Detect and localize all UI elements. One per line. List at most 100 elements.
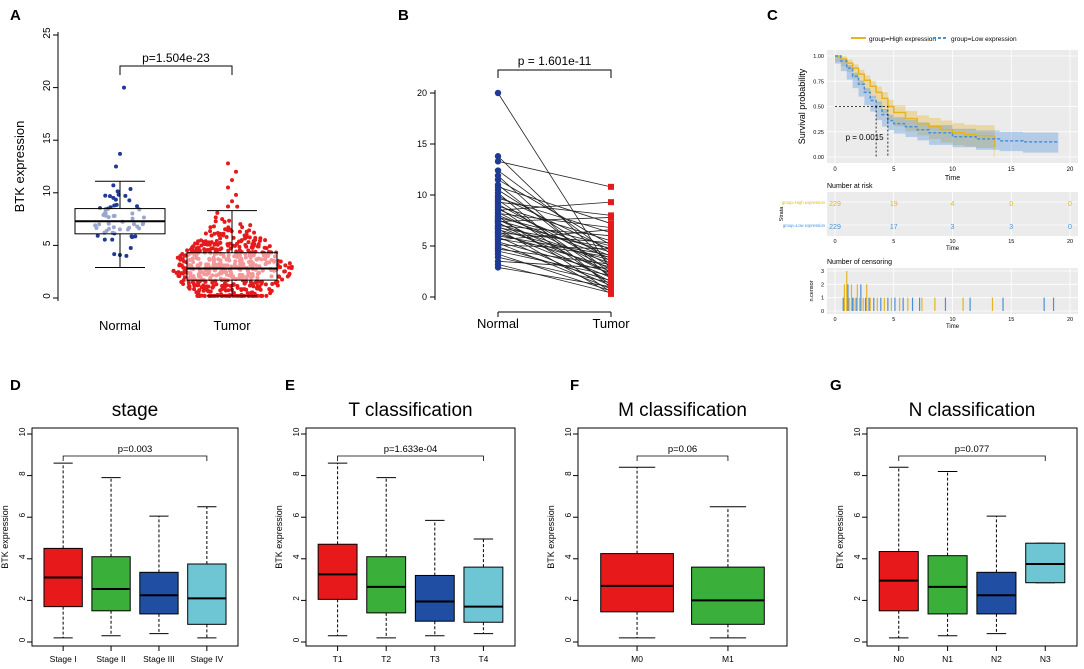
data-point — [220, 217, 225, 222]
x-axis-label: Time — [946, 246, 960, 252]
pair-line — [497, 244, 612, 250]
tumor-point — [608, 283, 614, 290]
risk-row-label: group=High expression — [782, 200, 826, 205]
y-tick-label: 5 — [422, 241, 427, 251]
y-tick-label: 4 — [18, 554, 27, 559]
outlier-point — [226, 185, 230, 190]
data-point — [237, 229, 242, 234]
pair-line — [497, 203, 612, 267]
data-point — [103, 193, 108, 198]
pvalue-label: p=0.06 — [668, 444, 697, 455]
data-point — [208, 229, 213, 234]
y-tick-label: 0 — [42, 293, 53, 299]
outlier-point — [114, 164, 118, 169]
pair-line — [497, 212, 612, 229]
data-point — [222, 219, 227, 224]
data-point — [251, 241, 256, 246]
data-point — [181, 282, 186, 287]
panel-label-c: C — [767, 7, 778, 24]
pvalue-label: p = 0.0015 — [846, 133, 885, 142]
y-tick-label: 25 — [42, 27, 53, 39]
outlier-point — [226, 161, 230, 166]
y-tick-label: 0.50 — [813, 105, 824, 111]
panel-g-n-boxplot: N classification 0 2 4 6 8 10 BTK expression N0 N… — [835, 400, 1078, 664]
y-tick-label: 0.75 — [813, 79, 824, 85]
x-tick-label: Stage IV — [191, 654, 224, 664]
panel-label-e: E — [285, 377, 295, 394]
data-point — [187, 284, 192, 289]
censoring-y-label: n.censor — [809, 280, 815, 301]
ci-band-low — [835, 56, 1059, 153]
y-tick-label: 15 — [42, 132, 53, 144]
x-tick-label: 15 — [1008, 317, 1014, 323]
outlier-point — [122, 85, 126, 90]
pair-line — [497, 184, 612, 274]
y-tick-label: 6 — [564, 512, 573, 517]
y-tick-label: 0 — [422, 292, 427, 302]
data-point — [260, 293, 265, 298]
data-point — [107, 194, 112, 199]
normal-point — [494, 176, 502, 183]
data-point — [282, 269, 287, 274]
data-point — [235, 241, 240, 246]
x-tick-label: 0 — [833, 317, 836, 323]
risk-count: 229 — [829, 201, 841, 208]
risk-count: 0 — [1068, 201, 1072, 208]
panel-label-b: B — [398, 7, 409, 24]
data-point — [243, 279, 248, 284]
y-tick-label: 1.00 — [813, 54, 824, 60]
data-point — [209, 233, 214, 238]
y-tick-label: 2 — [18, 596, 27, 601]
panel-label-d: D — [10, 377, 21, 394]
y-tick-label: 0.25 — [813, 130, 824, 136]
pvalue-bracket — [497, 69, 612, 78]
pvalue-label: p=0.077 — [955, 444, 990, 455]
data-point — [240, 225, 245, 230]
y-axis-label: BTK expression — [274, 505, 284, 569]
data-point — [190, 245, 195, 250]
risk-count: 0 — [1068, 224, 1072, 231]
x-tick-label: T1 — [333, 654, 343, 664]
data-point — [246, 240, 251, 245]
pvalue-bracket — [337, 455, 484, 461]
pair-line — [497, 248, 612, 265]
data-point — [287, 272, 292, 277]
data-point — [192, 287, 197, 292]
outlier-point — [230, 199, 234, 204]
strata-label: Strata — [779, 206, 785, 222]
data-point — [178, 254, 183, 259]
data-point — [253, 280, 258, 285]
data-point — [211, 224, 216, 229]
pair-line — [497, 263, 612, 294]
box-iqr — [463, 566, 504, 623]
pair-line — [497, 256, 612, 284]
y-tick-label: 6 — [18, 512, 27, 517]
data-point — [263, 282, 268, 287]
y-tick-label: 0 — [292, 637, 301, 642]
y-tick-label: 0 — [564, 637, 573, 642]
tumor-point — [608, 183, 614, 190]
median-line-high — [835, 106, 889, 157]
tumor-point — [608, 226, 614, 233]
pair-line — [497, 186, 612, 224]
x-axis-label: Time — [946, 324, 960, 330]
data-point — [273, 280, 278, 285]
data-point — [133, 234, 138, 239]
y-tick-label: 8 — [18, 471, 27, 476]
data-point — [286, 265, 291, 270]
y-tick-label: 2 — [564, 596, 573, 601]
x-tick-label: N3 — [1040, 654, 1051, 664]
data-point — [270, 282, 275, 287]
data-point — [242, 287, 247, 292]
x-tick-label: Stage II — [96, 654, 125, 664]
x-tick-label: 10 — [949, 167, 956, 173]
data-point — [174, 270, 179, 275]
data-point — [244, 244, 249, 249]
data-point — [218, 240, 223, 245]
y-tick-label: 5 — [42, 240, 53, 246]
y-tick-label: 0 — [821, 309, 824, 315]
data-point — [248, 223, 253, 228]
data-point — [226, 225, 231, 230]
panel-title: stage — [112, 400, 158, 421]
data-point — [204, 284, 209, 289]
